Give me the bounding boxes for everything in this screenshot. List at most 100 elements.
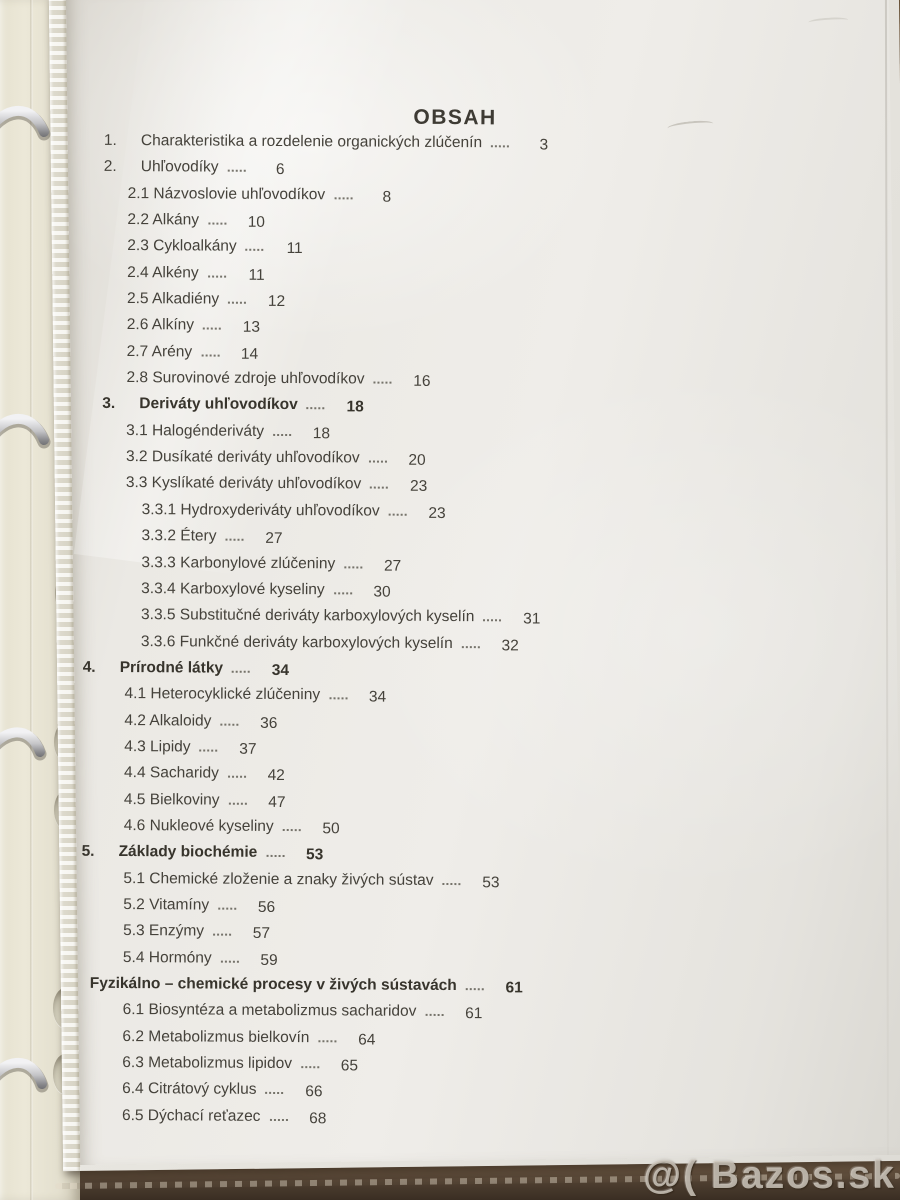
toc-entry-label: 2.1 Názvoslovie uhľovodíkov bbox=[127, 184, 326, 203]
toc-entry-label: 4.5 Bielkoviny bbox=[123, 790, 220, 809]
toc-dot-leader bbox=[465, 988, 484, 991]
toc-entry-label: Deriváty uhľovodíkov bbox=[139, 395, 298, 414]
toc-entry-label: 4.6 Nukleové kyseliny bbox=[123, 816, 274, 835]
toc-entries: 1. Charakteristika a rozdelenie organický… bbox=[80, 132, 798, 1137]
toc-entry-label: 5.1 Chemické zloženie a znaky živých sús… bbox=[123, 869, 434, 889]
paper-edge bbox=[884, 0, 889, 1156]
toc-page-number: 13 bbox=[242, 319, 261, 337]
toc-dot-leader bbox=[269, 1118, 288, 1121]
binder-ring bbox=[0, 714, 56, 772]
toc-dot-leader bbox=[273, 433, 292, 436]
toc-entry-label: 6.3 Metabolizmus lipidov bbox=[122, 1054, 293, 1073]
toc-page-number: 18 bbox=[312, 424, 331, 443]
toc-page-number: 20 bbox=[408, 451, 426, 469]
toc-entry-label: 4.3 Lipidy bbox=[124, 737, 191, 756]
toc-page-number: 42 bbox=[267, 767, 285, 785]
binder-ring bbox=[0, 96, 56, 154]
toc-dot-leader bbox=[220, 960, 239, 963]
toc-entry: 6.5 Dýchací reťazec 68 bbox=[80, 1106, 792, 1137]
toc-entry-label: 4.1 Heterocyklické zlúčeniny bbox=[124, 685, 321, 704]
toc-entry-number: 3. bbox=[102, 395, 116, 413]
toc-dot-leader bbox=[282, 828, 301, 832]
toc-entry-number: 5. bbox=[81, 843, 95, 861]
toc-dot-leader bbox=[265, 1092, 284, 1095]
toc-entry-label: 3.1 Halogénderiváty bbox=[126, 421, 265, 440]
toc-dot-leader bbox=[301, 1066, 320, 1069]
toc-entry-label: 4.2 Alkaloidy bbox=[124, 711, 212, 730]
toc-entry-label: 3.3.1 Hydroxyderiváty uhľovodíkov bbox=[141, 500, 380, 520]
toc-page-number: 53 bbox=[482, 873, 500, 891]
toc-dot-leader bbox=[207, 275, 226, 278]
toc-entry-label: 5.4 Hormóny bbox=[122, 948, 212, 967]
toc-page-number: 65 bbox=[340, 1057, 359, 1075]
toc-page-number: 14 bbox=[240, 345, 259, 363]
toc-entry-number: 1. bbox=[103, 131, 117, 149]
toc-page-number: 64 bbox=[358, 1031, 376, 1049]
toc-entry-label: 3.3.2 Étery bbox=[141, 527, 217, 545]
toc-page-number: 59 bbox=[260, 951, 278, 969]
toc-entry-label: 6.1 Biosyntéza a metabolizmus sacharidov bbox=[122, 1001, 417, 1021]
toc-entry-label: 6.4 Citrátový cyklus bbox=[122, 1080, 257, 1099]
toc-dot-leader bbox=[333, 592, 352, 595]
toc-entry-label: 4.4 Sacharidy bbox=[124, 764, 219, 782]
binder-ring bbox=[0, 404, 56, 462]
toc-page-number: 37 bbox=[239, 740, 257, 758]
toc-dot-leader bbox=[227, 775, 246, 779]
toc-dot-leader bbox=[425, 1014, 444, 1017]
toc-dot-leader bbox=[202, 327, 222, 331]
toc-entry-label: Prírodné látky bbox=[119, 658, 224, 677]
toc-page-number: 32 bbox=[501, 636, 519, 654]
toc-dot-leader bbox=[220, 723, 239, 726]
toc-dot-leader bbox=[232, 670, 251, 673]
toc-entry-label: 5.3 Enzýmy bbox=[123, 922, 205, 940]
toc-entry-label: Charakteristika a rozdelenie organických… bbox=[140, 132, 483, 152]
toc-dot-leader bbox=[199, 749, 218, 752]
toc-page-number: 10 bbox=[247, 213, 266, 231]
binder-ring bbox=[0, 1046, 56, 1104]
toc-page-number: 66 bbox=[305, 1083, 323, 1101]
toc-page-number: 68 bbox=[309, 1109, 327, 1127]
toc-page-number: 27 bbox=[265, 530, 283, 548]
toc-dot-leader bbox=[201, 354, 220, 357]
toc-entry-label: 6.5 Dýchací reťazec bbox=[121, 1106, 261, 1125]
toc-dot-leader bbox=[334, 196, 353, 200]
toc-entry-label: 3.3.5 Substitučné deriváty karboxylových… bbox=[140, 606, 475, 626]
toc-entry-label: 2.6 Alkíny bbox=[126, 316, 195, 334]
toc-page-number: 36 bbox=[260, 714, 278, 732]
toc-dot-leader bbox=[370, 486, 389, 490]
toc-dot-leader bbox=[266, 855, 285, 858]
toc-page-number: 18 bbox=[346, 398, 364, 416]
toc-entry-label: 3.3 Kyslíkaté deriváty uhľovodíkov bbox=[125, 474, 362, 493]
toc-page-number: 47 bbox=[268, 793, 286, 811]
toc-entry-label: 2.8 Surovinové zdroje uhľovodíkov bbox=[126, 369, 365, 388]
toc-entry-label: 6.2 Metabolizmus bielkovín bbox=[122, 1027, 310, 1046]
toc-entry-label: 3.2 Dusíkaté deriváty uhľovodíkov bbox=[125, 448, 360, 467]
toc-entry-number: 4. bbox=[82, 658, 96, 676]
toc-dot-leader bbox=[329, 697, 348, 700]
toc-page-number: 6 bbox=[275, 161, 285, 179]
toc-page-number: 11 bbox=[286, 240, 303, 258]
toc-page-number: 31 bbox=[523, 610, 541, 628]
toc-dot-leader bbox=[373, 381, 392, 384]
toc-dot-leader bbox=[218, 907, 237, 910]
toc-dot-leader bbox=[227, 169, 246, 173]
toc-dot-leader bbox=[228, 802, 247, 805]
toc-dot-leader bbox=[344, 565, 363, 568]
toc-page-number: 34 bbox=[368, 688, 387, 706]
toc-dot-leader bbox=[483, 619, 502, 622]
toc-entry-label: 2.3 Cykloalkány bbox=[127, 237, 237, 256]
toc-dot-leader bbox=[245, 249, 264, 252]
toc-dot-leader bbox=[442, 882, 461, 885]
toc-entry-label: Uhľovodíky bbox=[140, 158, 219, 176]
toc-page-number: 56 bbox=[257, 898, 276, 916]
toc-page-number: 50 bbox=[322, 820, 340, 838]
toc-entry-number: 2. bbox=[103, 158, 117, 176]
toc-page-number: 16 bbox=[413, 372, 431, 390]
toc-page-number: 27 bbox=[383, 557, 402, 575]
toc-page-number: 11 bbox=[248, 266, 265, 284]
page-title: OBSAH bbox=[413, 105, 497, 130]
toc-entry-label: 5.2 Vitamíny bbox=[123, 895, 210, 914]
table-of-contents: OBSAH 1. Charakteristika a rozdelenie org… bbox=[80, 103, 798, 1137]
binder-crease bbox=[30, 0, 33, 1200]
